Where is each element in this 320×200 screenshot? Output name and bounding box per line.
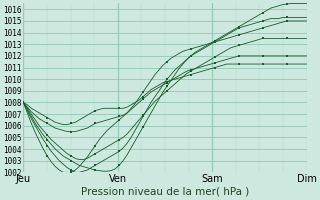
X-axis label: Pression niveau de la mer( hPa ): Pression niveau de la mer( hPa )	[81, 187, 249, 197]
